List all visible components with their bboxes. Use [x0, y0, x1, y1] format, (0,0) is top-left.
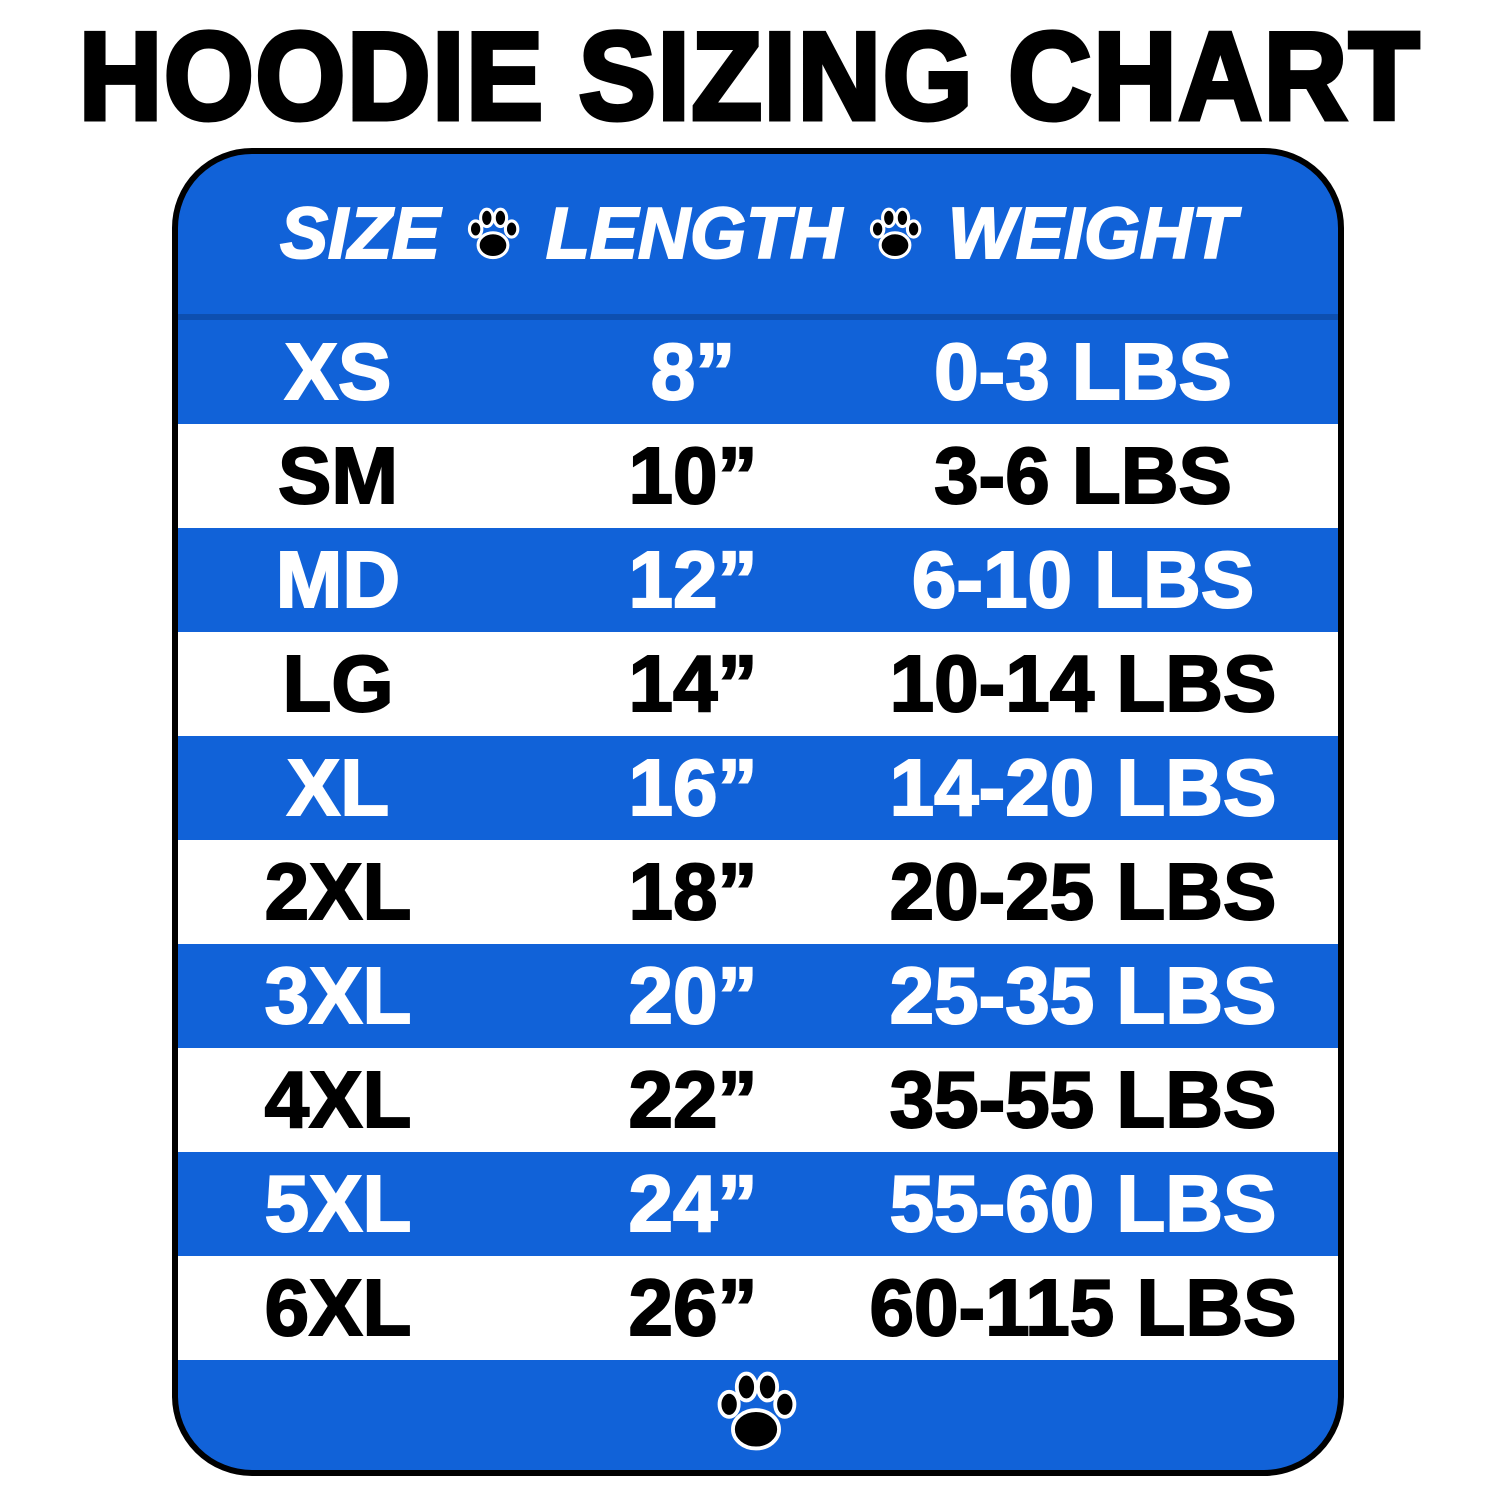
cell-size: LG [281, 638, 394, 729]
table-row: SM 10” 3-6 LBS [178, 424, 1338, 528]
cell-size: MD [275, 534, 401, 625]
table-row: 4XL 22” 35-55 LBS [178, 1048, 1338, 1152]
cell-weight: 20-25 LBS [889, 846, 1278, 937]
cell-length: 18” [628, 846, 759, 937]
paw-icon [717, 1371, 797, 1451]
cell-length: 26” [628, 1262, 759, 1353]
cell-size: 3XL [264, 950, 413, 1041]
cell-size: 6XL [264, 1262, 413, 1353]
cell-length: 12” [628, 534, 759, 625]
table-row: 5XL 24” 55-60 LBS [178, 1152, 1338, 1256]
cell-weight: 60-115 LBS [869, 1262, 1298, 1353]
cell-weight: 14-20 LBS [889, 742, 1278, 833]
cell-weight: 3-6 LBS [933, 430, 1233, 521]
cell-size: 4XL [264, 1054, 413, 1145]
cell-weight: 35-55 LBS [889, 1054, 1278, 1145]
table-row: 2XL 18” 20-25 LBS [178, 840, 1338, 944]
cell-length: 22” [628, 1054, 759, 1145]
divider [178, 314, 1338, 320]
table-header: SIZE LENGTH WEIGHT [178, 154, 1338, 314]
cell-weight: 6-10 LBS [911, 534, 1255, 625]
cell-weight: 55-60 LBS [889, 1158, 1278, 1249]
cell-length: 16” [628, 742, 759, 833]
cell-length: 24” [628, 1158, 759, 1249]
page-title: HOODIE SIZING CHART [77, 8, 1422, 146]
table-row: XL 16” 14-20 LBS [178, 736, 1338, 840]
cell-length: 10” [628, 430, 759, 521]
cell-size: 5XL [264, 1158, 413, 1249]
cell-weight: 0-3 LBS [933, 326, 1233, 417]
table-row: LG 14” 10-14 LBS [178, 632, 1338, 736]
header-size: SIZE [279, 193, 441, 275]
cell-length: 20” [628, 950, 759, 1041]
cell-weight: 25-35 LBS [889, 950, 1278, 1041]
header-length: LENGTH [545, 193, 843, 275]
cell-size: XL [286, 742, 390, 833]
header-weight: WEIGHT [947, 193, 1237, 275]
paw-icon [467, 207, 520, 260]
cell-size: 2XL [264, 846, 413, 937]
table-row: 6XL 26” 60-115 LBS [178, 1256, 1338, 1360]
table-row: 3XL 20” 25-35 LBS [178, 944, 1338, 1048]
cell-length: 8” [650, 326, 737, 417]
table-row: MD 12” 6-10 LBS [178, 528, 1338, 632]
table-row: XS 8” 0-3 LBS [178, 320, 1338, 424]
sizing-table: SIZE LENGTH WEIGHT XS 8” 0-3 LBS SM 10” 3-6 L… [172, 148, 1344, 1476]
cell-size: XS [284, 326, 393, 417]
cell-weight: 10-14 LBS [889, 638, 1278, 729]
cell-size: SM [277, 430, 399, 521]
table-body: XS 8” 0-3 LBS SM 10” 3-6 LBS MD 12” 6-10 LBS LG 14… [178, 320, 1338, 1360]
cell-length: 14” [628, 638, 759, 729]
paw-icon [869, 207, 922, 260]
